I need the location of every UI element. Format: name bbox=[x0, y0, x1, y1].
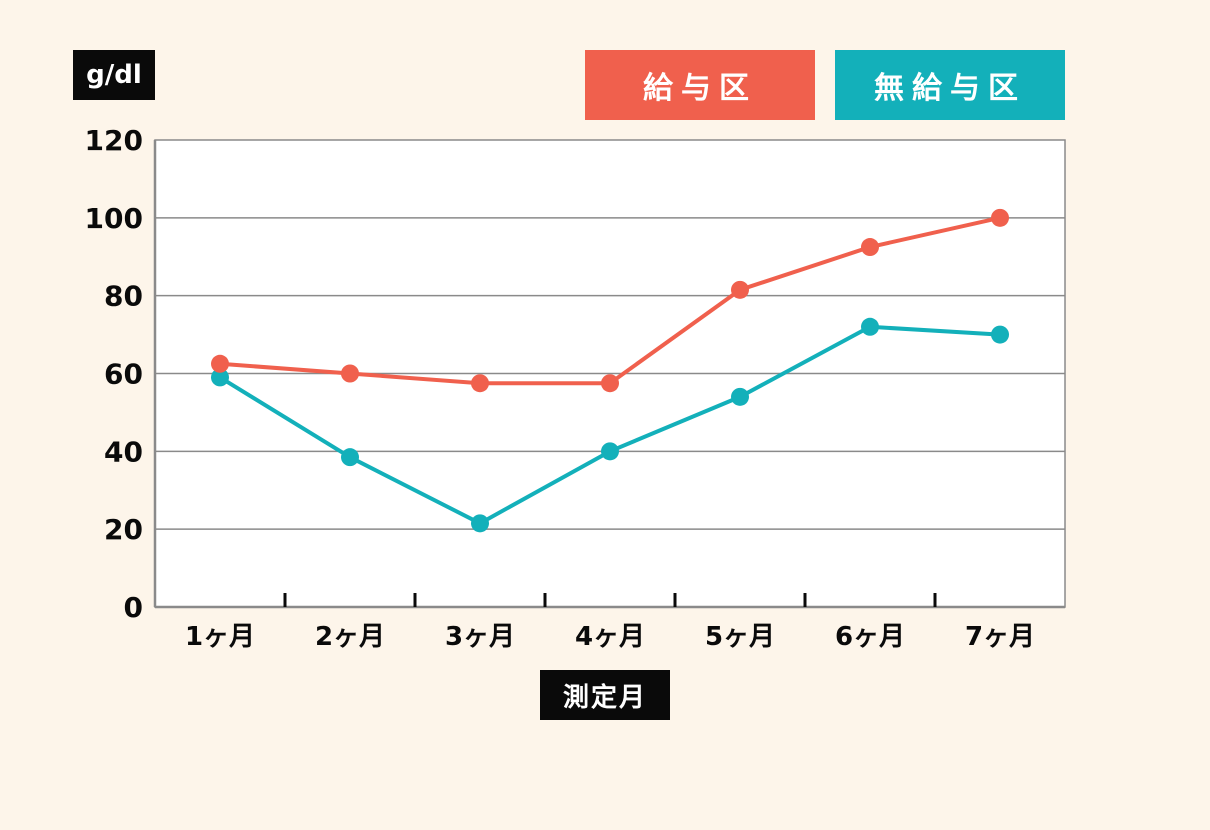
data-point-fed bbox=[341, 364, 359, 383]
data-point-fed bbox=[601, 374, 619, 393]
legend-entry-unfed: 無給与区 bbox=[835, 50, 1065, 120]
x-category-label: 6ヶ月 bbox=[835, 622, 905, 652]
y-tick-label: 100 bbox=[85, 202, 143, 235]
x-category-label: 5ヶ月 bbox=[705, 622, 775, 652]
data-point-fed bbox=[471, 374, 489, 393]
data-point-unfed bbox=[601, 442, 619, 461]
legend-entry-fed: 給与区 bbox=[585, 50, 815, 120]
data-point-fed bbox=[731, 280, 749, 299]
x-category-label: 7ヶ月 bbox=[965, 622, 1035, 652]
data-point-unfed bbox=[211, 368, 229, 387]
data-point-fed bbox=[861, 238, 879, 257]
y-tick-label: 120 bbox=[85, 124, 143, 157]
y-tick-label: 80 bbox=[104, 280, 143, 313]
data-point-unfed bbox=[991, 325, 1009, 344]
data-point-fed bbox=[991, 208, 1009, 227]
x-category-label: 4ヶ月 bbox=[575, 622, 645, 652]
x-category-label: 1ヶ月 bbox=[185, 622, 255, 652]
x-category-label: 3ヶ月 bbox=[445, 622, 515, 652]
data-point-fed bbox=[211, 354, 229, 373]
data-point-unfed bbox=[471, 514, 489, 533]
y-tick-label: 0 bbox=[124, 591, 143, 624]
data-point-unfed bbox=[341, 448, 359, 467]
x-category-label: 2ヶ月 bbox=[315, 622, 385, 652]
y-axis-unit-label: g/dl bbox=[73, 50, 155, 100]
data-point-unfed bbox=[731, 387, 749, 406]
y-tick-label: 60 bbox=[104, 358, 143, 391]
y-tick-label: 20 bbox=[104, 513, 143, 546]
x-axis-title: 測定月 bbox=[540, 670, 670, 720]
y-tick-label: 40 bbox=[104, 435, 143, 468]
data-point-unfed bbox=[861, 317, 879, 336]
